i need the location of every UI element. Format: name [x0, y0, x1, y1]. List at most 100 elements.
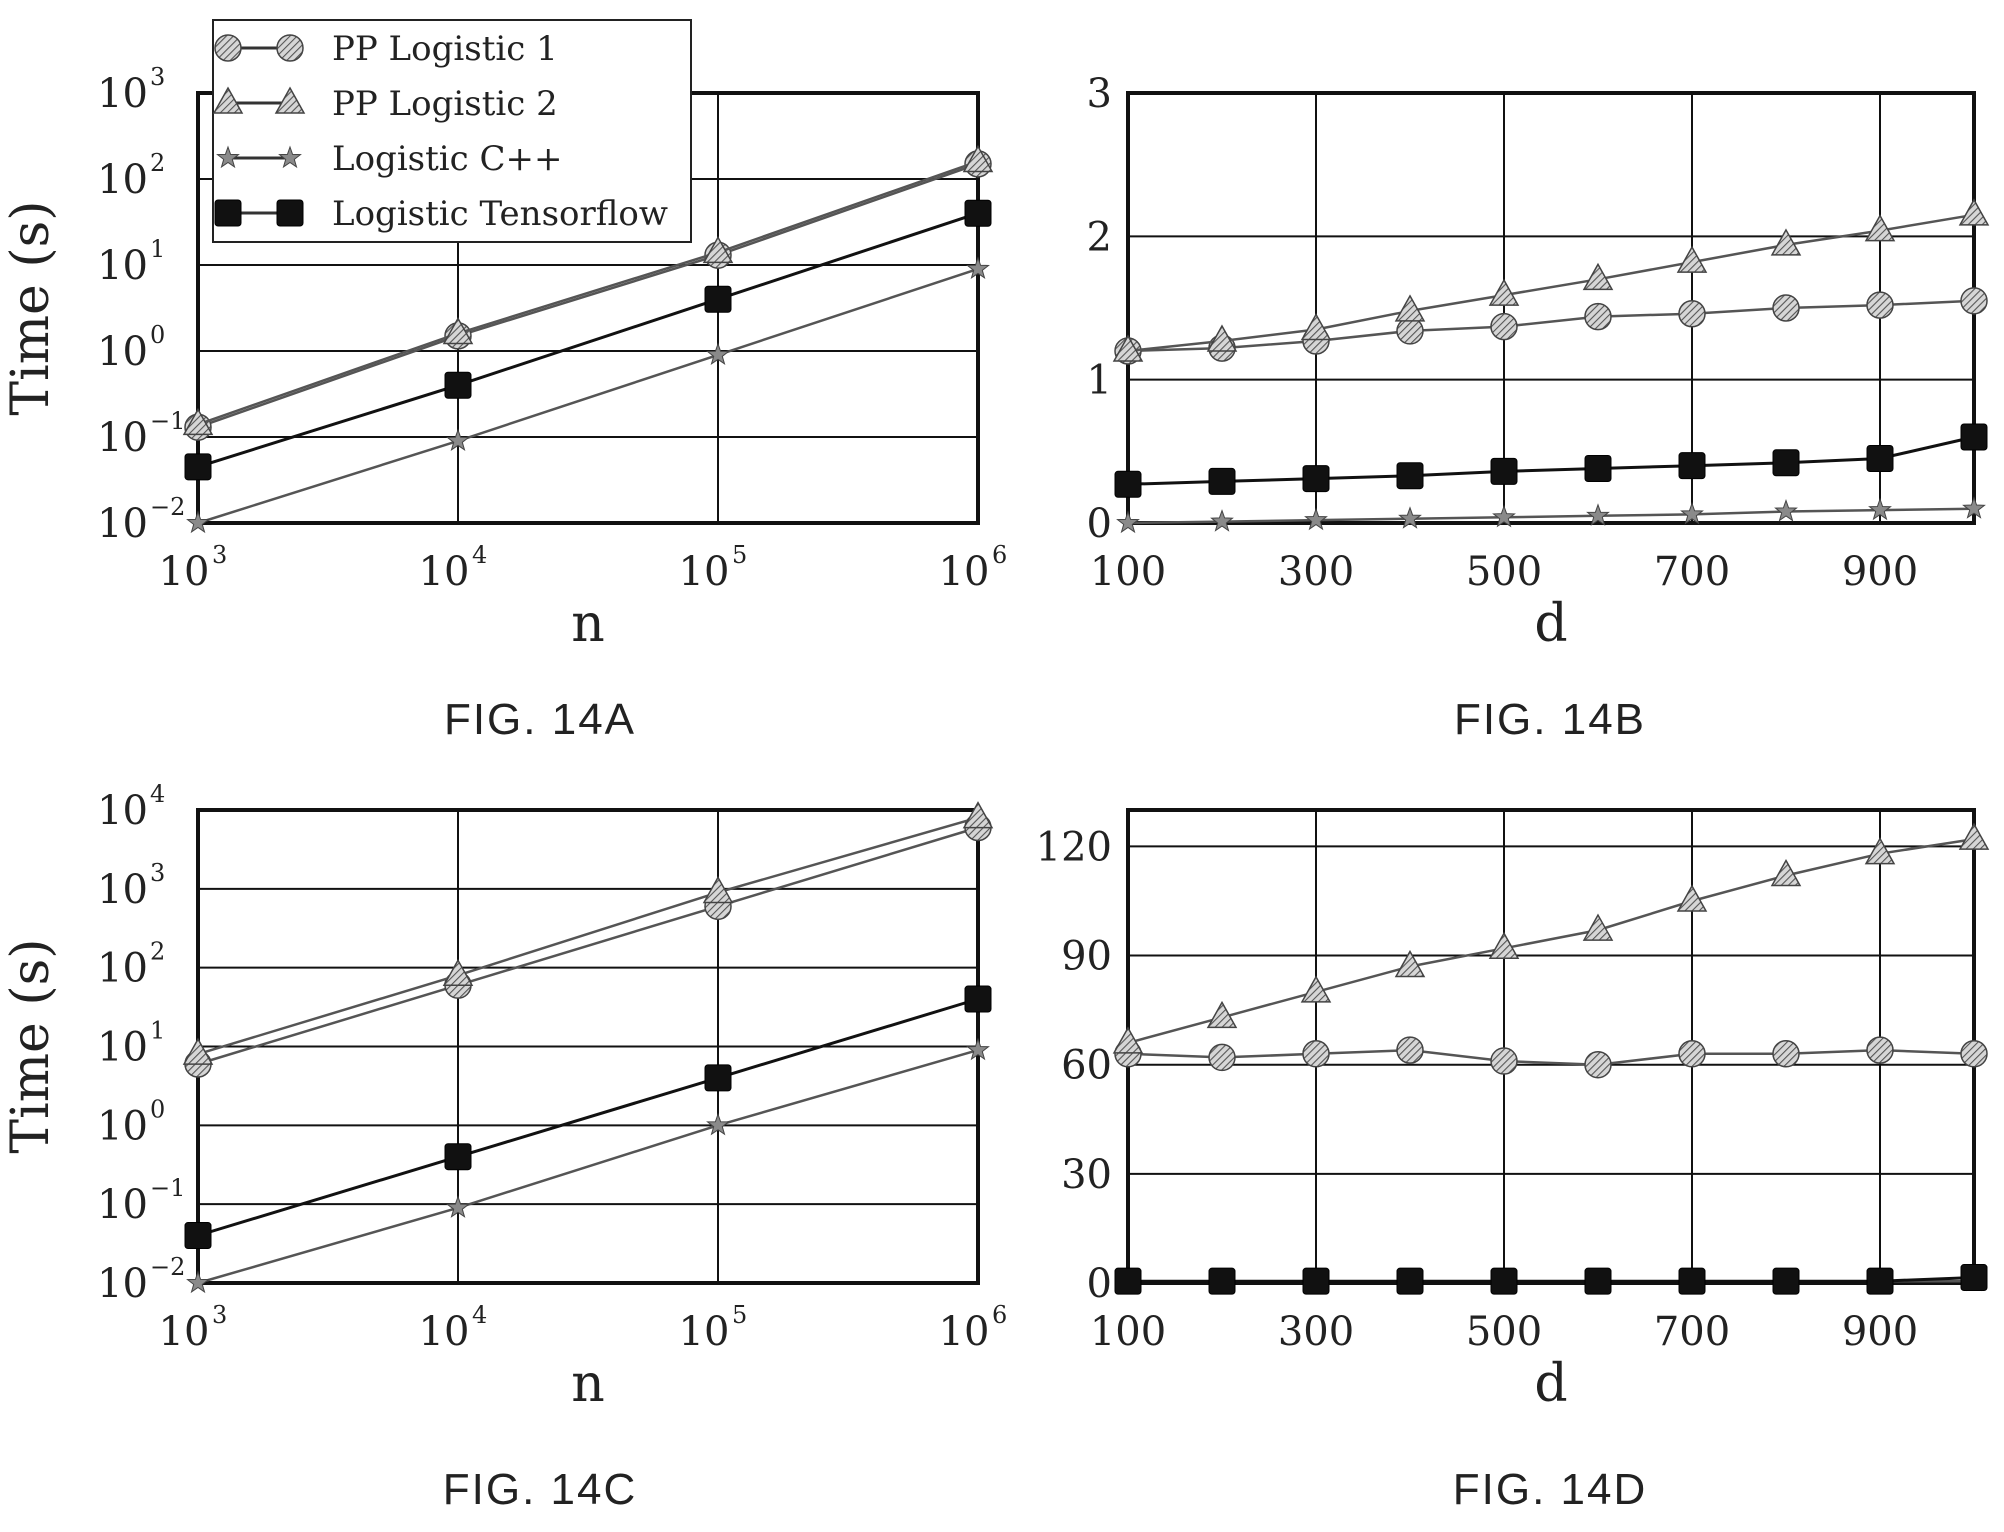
panel-2-series-pp-logistic-1-point [1584, 302, 1612, 331]
panel-1-xtick-exp: 5 [732, 541, 747, 569]
panel-4-series-logistic-tensorflow-point [1490, 1267, 1518, 1295]
panel-1-ytick-exp: 3 [150, 63, 165, 91]
panel-4-plot-frame [1126, 808, 1976, 1285]
panel-1-ytick-label: 10 [97, 243, 148, 289]
panel-3-x-axis-label: n [571, 1354, 605, 1414]
panel-2-xtick-label: 300 [1278, 549, 1354, 595]
panel-1-series-pp-logistic-2-point [182, 407, 214, 436]
panel-1-series-pp-logistic-2-line [197, 160, 979, 426]
panel-3-ytick-exp: 2 [150, 938, 165, 966]
panel-2-series-logistic-cpp-point [1210, 509, 1234, 532]
panel-2-xtick-label: 700 [1654, 549, 1730, 595]
panel-4-series-logistic-tensorflow-point [1114, 1267, 1142, 1295]
panel-4-series-pp-logistic-1-point [1678, 1040, 1706, 1068]
panel-2-series-logistic-tensorflow [1114, 423, 1988, 498]
panel-1-ytick-label: 10 [97, 329, 148, 375]
panel-1-xtick-label: 10 [679, 549, 730, 595]
panel-2-xtick-label: 900 [1842, 549, 1918, 595]
panel-1-ytick-label: 10 [97, 501, 148, 547]
legend-marker [278, 145, 302, 169]
panel-2-series-logistic-cpp-line [1127, 507, 1975, 525]
panel-1-series-pp-logistic-2-point [442, 316, 474, 345]
panel-4-series-pp-logistic-2-line [1127, 837, 1975, 1045]
panel-3-series-logistic-cpp-line [197, 1048, 979, 1285]
panel-2-series-pp-logistic-2-point [1676, 245, 1708, 273]
panel-2-series-pp-logistic-2-point [1206, 324, 1238, 352]
panel-3-xtick-exp: 4 [472, 1301, 487, 1329]
panel-3-ytick-label: 10 [97, 1025, 148, 1071]
legend-item-logistic-tensorflow: Logistic Tensorflow [214, 194, 668, 234]
panel-3-ytick-label: 10 [97, 1261, 148, 1307]
figure-caption-14b: FIG. 14B [1453, 695, 1647, 744]
panel-2-chart: 100 300 500 700 900 0 1 2 3 d [1087, 71, 1990, 654]
legend-item-pp-logistic-2: PP Logistic 2 [212, 84, 558, 124]
panel-3-ytick-exp: 4 [150, 780, 165, 808]
panel-1-series-logistic-cpp-point [446, 428, 470, 451]
panel-3-series-logistic-tensorflow-line [197, 997, 979, 1237]
panel-3-series-pp-logistic-2 [182, 801, 994, 1065]
panel-3-xtick-label: 10 [679, 1309, 730, 1355]
panel-2-series-pp-logistic-1-point [1866, 291, 1894, 319]
panel-4-series-pp-logistic-1-point [1584, 1050, 1612, 1079]
panel-4-xtick-label: 500 [1466, 1309, 1542, 1355]
panel-3-ytick-exp: 1 [150, 1017, 165, 1045]
panel-4-xtick-label: 700 [1654, 1309, 1730, 1355]
panel-1-series-pp-logistic-2-point [702, 235, 734, 264]
panel-1-series-logistic-tensorflow-point [184, 453, 212, 481]
panel-2-series-pp-logistic-2-point [1958, 198, 1990, 226]
panel-2-series-pp-logistic-1 [1114, 287, 1988, 365]
panel-1-xtick-exp: 6 [992, 541, 1007, 569]
panel-4-ytick-label: 120 [1036, 824, 1112, 870]
panel-3-series-logistic-cpp-point [966, 1037, 990, 1061]
legend-marker [212, 86, 244, 114]
panel-2-series-logistic-cpp-point [1868, 497, 1892, 521]
figure-caption-14d: FIG. 14D [1452, 1465, 1648, 1514]
panel-2-xtick-label: 100 [1090, 549, 1166, 595]
panel-3-xtick-exp: 6 [992, 1301, 1007, 1329]
legend-label: PP Logistic 1 [332, 29, 558, 69]
legend-label: Logistic Tensorflow [332, 194, 668, 234]
panel-2-series-pp-logistic-1-point [1490, 312, 1518, 341]
panel-2-series-logistic-cpp-point [1116, 510, 1140, 534]
panel-2-ytick-label: 2 [1087, 214, 1112, 260]
panel-4-series-pp-logistic-1 [1114, 1036, 1988, 1079]
panel-4-series-pp-logistic-2-point [1582, 913, 1614, 941]
panel-3-series-pp-logistic-2-point [702, 875, 734, 904]
panel-3-series-logistic-cpp-point [186, 1270, 210, 1294]
panel-1-series-logistic-tensorflow-line [197, 211, 979, 469]
panel-4-series-pp-logistic-2-point [1206, 1000, 1238, 1029]
legend-marker [214, 199, 242, 227]
panel-2-series-logistic-tensorflow-point [1396, 462, 1424, 490]
panel-2-series-pp-logistic-1-point [1678, 299, 1706, 328]
panel-3-ytick-label: 10 [97, 946, 148, 992]
legend-marker [216, 145, 240, 169]
legend: PP Logistic 1 PP Logistic 2 Logistic C++ Lo… [212, 19, 692, 243]
panel-3-xtick-exp: 3 [212, 1301, 227, 1329]
panel-4-series-logistic-tensorflow-point [1772, 1267, 1800, 1295]
panel-3-xtick-label: 10 [939, 1309, 990, 1355]
panel-4-series-pp-logistic-2-point [1864, 837, 1896, 865]
panel-1-series-logistic-cpp-line [197, 267, 979, 525]
panel-2-series-pp-logistic-1-line [1127, 299, 1975, 353]
legend-marker [214, 34, 242, 62]
panel-3-xtick-label: 10 [419, 1309, 470, 1355]
panel-4-series-pp-logistic-2-point [1958, 822, 1990, 850]
panel-3-series-logistic-tensorflow-point [964, 985, 992, 1013]
panel-4-series-logistic-tensorflow-point [1302, 1267, 1330, 1295]
panel-1-series-logistic-tensorflow-point [444, 371, 472, 399]
panel-2-series-logistic-tensorflow-point [1960, 423, 1988, 451]
panel-3-series-pp-logistic-1-line [197, 826, 979, 1066]
panel-3-ytick-label: 10 [97, 867, 148, 913]
panel-4-series-logistic-tensorflow-point [1396, 1267, 1424, 1295]
panel-3-ytick-exp: −2 [150, 1253, 185, 1281]
panel-3-series-logistic-tensorflow-point [184, 1222, 212, 1250]
panel-2-series-pp-logistic-2-point [1864, 214, 1896, 242]
panel-1-ytick-label: 10 [97, 157, 148, 203]
panel-2-series-logistic-tensorflow-point [1584, 455, 1612, 483]
panel-4-chart: 100 300 500 700 900 0 30 60 90 120 d [1036, 808, 1990, 1414]
legend-marker [274, 86, 306, 114]
panel-1-ytick-exp: −1 [150, 407, 185, 435]
panel-2-series-logistic-tensorflow-point [1302, 465, 1330, 493]
panel-2-x-axis-label: d [1534, 594, 1567, 654]
